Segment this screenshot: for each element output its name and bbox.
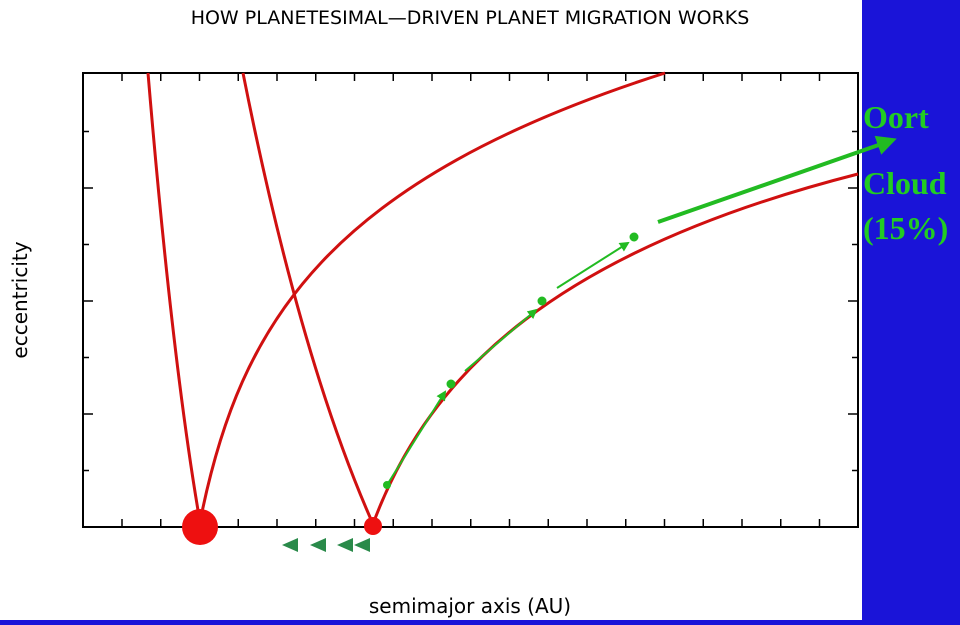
arrow bbox=[657, 135, 897, 224]
arrow bbox=[386, 390, 447, 486]
dot bbox=[446, 379, 456, 389]
curve bbox=[241, 72, 375, 525]
dot bbox=[383, 481, 391, 489]
plot-background bbox=[0, 0, 862, 620]
annotation: (15%) bbox=[863, 210, 948, 246]
arrow bbox=[556, 241, 630, 289]
dot bbox=[629, 232, 639, 242]
dot bbox=[537, 296, 547, 306]
planet-small bbox=[364, 517, 382, 535]
curve bbox=[198, 71, 666, 523]
ticks bbox=[83, 73, 858, 527]
title: HOW PLANETESIMAL—DRIVEN PLANET MIGRATION… bbox=[191, 7, 750, 29]
curve bbox=[146, 72, 202, 523]
arrow bbox=[464, 308, 538, 372]
annotation: Cloud bbox=[863, 165, 947, 201]
x-axis-label: semimajor axis (AU) bbox=[369, 594, 571, 618]
y-axis-label: eccentricity bbox=[8, 241, 32, 358]
planet-large bbox=[182, 509, 218, 545]
migration-arrows bbox=[282, 538, 370, 552]
trajectory bbox=[383, 135, 897, 489]
annotation: Oort bbox=[863, 99, 929, 135]
